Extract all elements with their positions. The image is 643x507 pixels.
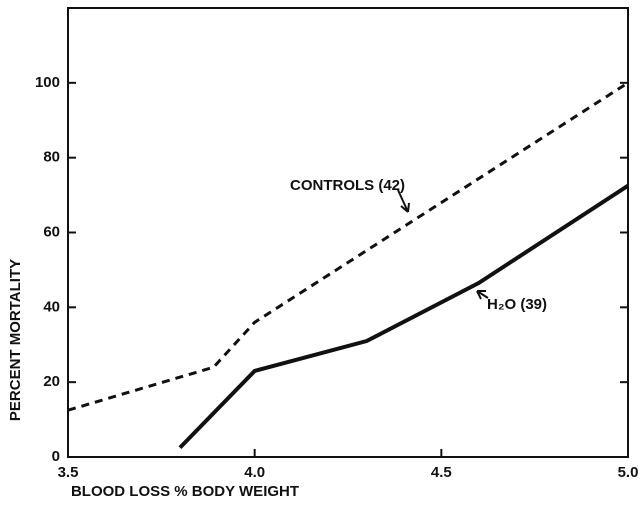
y-tick-label: 0: [52, 448, 60, 465]
series-line: [178, 184, 630, 450]
y-tick-label: 40: [43, 298, 60, 315]
plot-frame: [67, 7, 629, 458]
y-tick-label: 100: [35, 74, 60, 91]
y-axis-label: PERCENT MORTALITY: [7, 259, 24, 421]
y-tick-label: 80: [43, 149, 60, 166]
x-tick-label: 3.5: [58, 464, 79, 481]
x-tick-label: 4.5: [431, 464, 452, 481]
annotation-arrow: [476, 290, 489, 300]
y-tick-label: 60: [43, 223, 60, 240]
y-tick-label: 20: [43, 373, 60, 390]
annotation-arrow: [397, 189, 410, 213]
series-line: [67, 81, 629, 412]
x-axis-label: BLOOD LOSS % BODY WEIGHT: [71, 483, 299, 500]
annotation: CONTROLS (42): [290, 177, 405, 194]
annotation: H₂O (39): [487, 296, 547, 313]
x-tick-label: 5.0: [618, 464, 639, 481]
x-tick-label: 4.0: [244, 464, 265, 481]
